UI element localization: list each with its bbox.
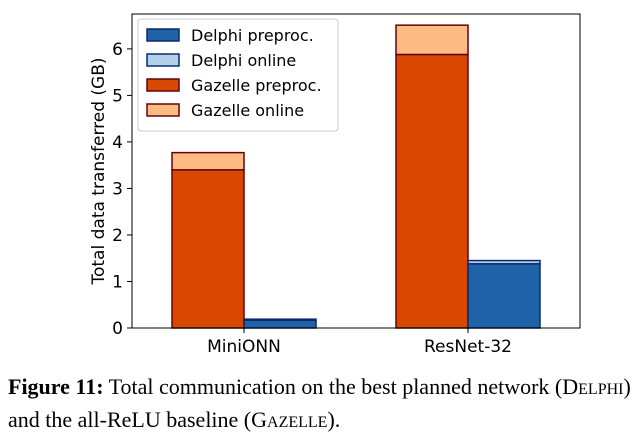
y-tick-label: 6	[112, 40, 123, 60]
bars-layer	[171, 24, 541, 329]
bar-gazelle-online-minionn	[171, 151, 245, 171]
bar-gazelle-online-resnet-32	[395, 24, 469, 56]
x-tick-label: MiniONN	[207, 337, 281, 357]
legend-label: Gazelle online	[191, 101, 304, 120]
legend-swatch	[146, 78, 180, 92]
y-axis-label: Total data transferred (GB)	[89, 57, 109, 285]
plot-area-frame	[131, 13, 581, 329]
bar-delphi-preproc-resnet-32	[467, 263, 541, 329]
legend-swatch	[146, 103, 180, 117]
caption-gazelle-rest: AZELLE	[267, 414, 328, 431]
legend-swatch	[146, 28, 180, 42]
caption-text-2: ) and the all-ReLU baseline (	[8, 374, 631, 432]
caption-text-3: ).	[327, 407, 341, 432]
caption-delphi-rest: ELPHI	[578, 381, 624, 398]
legend: Delphi preproc. Delphi online Gazelle prep…	[137, 18, 339, 132]
y-tick-label: 0	[112, 319, 123, 339]
caption-text-1: Total communication on the best planned …	[103, 374, 563, 399]
y-tick-label: 3	[112, 179, 123, 199]
legend-label: Delphi online	[191, 51, 296, 70]
figure-label: Figure 11:	[8, 374, 104, 399]
y-tick-label: 1	[112, 272, 123, 292]
caption-delphi-initial: D	[562, 374, 579, 399]
stacked-bar-chart: 0 1 2 3 4 5 6 MiniONN ResNet-32 Total data tran…	[89, 13, 581, 357]
legend-label: Delphi preproc.	[191, 26, 314, 45]
bar-delphi-preproc-minionn	[243, 319, 317, 329]
figure-caption: Figure 11: Total communication on the be…	[8, 372, 632, 438]
y-tick-label: 5	[112, 86, 123, 106]
y-axis-ticks: 0 1 2 3 4 5 6	[112, 40, 132, 339]
bar-gazelle-preproc-resnet-32	[395, 53, 469, 329]
caption-gazelle-initial: G	[251, 407, 268, 432]
x-axis-ticks: MiniONN ResNet-32	[207, 328, 512, 357]
bar-delphi-online-minionn	[243, 318, 317, 321]
bar-delphi-online-resnet-32	[467, 259, 541, 265]
legend-label: Gazelle preproc.	[191, 76, 322, 95]
bar-gazelle-preproc-minionn	[171, 169, 245, 329]
legend-box	[137, 18, 339, 132]
y-tick-label: 4	[112, 133, 123, 153]
y-tick-label: 2	[112, 226, 123, 246]
x-tick-label: ResNet-32	[424, 337, 512, 357]
legend-swatch	[146, 53, 180, 67]
